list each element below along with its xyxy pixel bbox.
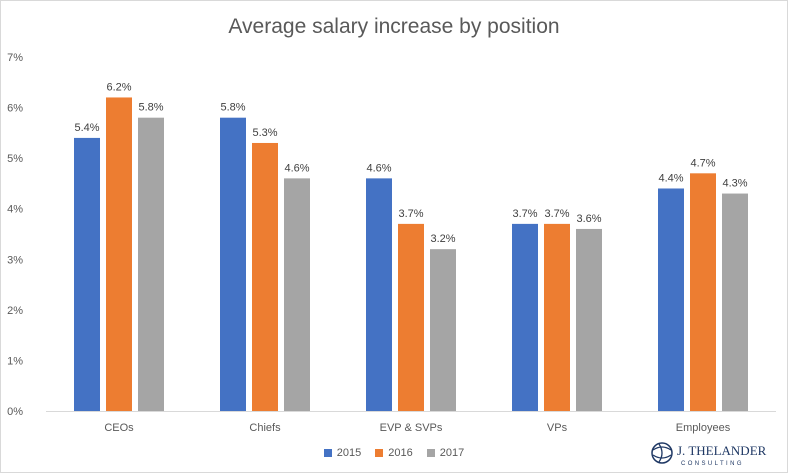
data-label: 3.7%: [512, 208, 537, 220]
bar-2017: [284, 178, 310, 411]
data-label: 4.4%: [658, 172, 683, 184]
data-label: 3.6%: [576, 213, 601, 225]
data-label: 4.6%: [366, 162, 391, 174]
data-label: 5.8%: [138, 102, 163, 114]
data-label: 6.2%: [106, 81, 131, 93]
legend-label: 2016: [388, 447, 413, 459]
category-label: VPs: [547, 422, 568, 434]
y-tick-label: 5%: [7, 153, 23, 165]
legend-item: 2017: [426, 447, 465, 459]
y-tick-label: 1%: [7, 355, 23, 367]
data-label: 4.7%: [690, 157, 715, 169]
legend: 2015 2016 2017: [1, 447, 787, 459]
data-label: 3.7%: [544, 208, 569, 220]
data-label: 5.8%: [220, 102, 245, 114]
y-tick-label: 0%: [7, 406, 23, 418]
bar-2015: [220, 117, 246, 411]
globe-icon: [651, 442, 673, 464]
legend-label: 2015: [336, 447, 362, 459]
y-tick-label: 2%: [7, 305, 23, 317]
legend-swatch: [375, 449, 384, 457]
category-label: CEOs: [104, 422, 134, 434]
data-label: 3.7%: [398, 208, 423, 220]
bar-2017: [722, 193, 748, 411]
chart-title: Average salary increase by position: [228, 15, 560, 38]
legend-item: 2016: [375, 447, 413, 459]
bar-2017: [138, 117, 164, 411]
legend-label: 2017: [439, 447, 465, 459]
y-tick-label: 4%: [7, 204, 23, 216]
bar-2016: [252, 142, 278, 411]
bar-2016: [544, 223, 570, 411]
data-label: 4.6%: [284, 162, 309, 174]
bar-2016: [106, 97, 132, 411]
bar-2017: [576, 228, 602, 411]
category-label: Chiefs: [249, 422, 281, 434]
logo-subtitle: CONSULTING: [681, 461, 744, 467]
logo-name: J. THELANDER: [677, 443, 767, 458]
legend-swatch: [426, 449, 435, 457]
data-label: 4.3%: [722, 178, 747, 190]
y-tick-label: 7%: [7, 52, 23, 64]
data-label: 5.4%: [74, 122, 99, 134]
bar-2015: [366, 178, 392, 411]
y-tick-label: 3%: [7, 254, 23, 266]
j-thelander-consulting-logo: J. THELANDER CONSULTING: [651, 442, 767, 467]
data-label: 5.3%: [252, 127, 277, 139]
bar-2015: [512, 223, 538, 411]
category-label: EVP & SVPs: [380, 422, 443, 434]
data-label: 3.2%: [430, 233, 455, 245]
y-tick-label: 6%: [7, 103, 23, 115]
legend-item: 2015: [323, 447, 362, 459]
bar-2017: [430, 249, 456, 411]
category-label: Employees: [676, 422, 731, 434]
bar-2016: [690, 173, 716, 411]
bar-2016: [398, 223, 424, 411]
bar-2015: [658, 188, 684, 411]
legend-swatch: [323, 449, 332, 457]
bar-2015: [74, 137, 100, 411]
